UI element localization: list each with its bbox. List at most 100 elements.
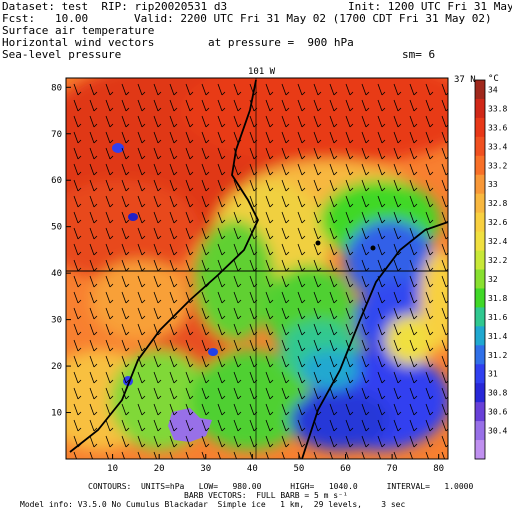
wind-barb: [361, 355, 370, 368]
wind-barb: [265, 387, 274, 400]
wind-barb: [441, 451, 445, 459]
wind-barb: [313, 83, 322, 96]
colorbar-label: 32.6: [488, 218, 507, 227]
wind-barb: [329, 323, 338, 336]
wind-barb: [185, 403, 194, 416]
wind-barb: [169, 291, 178, 304]
wind-barb: [185, 275, 194, 288]
wind-barb: [249, 131, 258, 144]
wind-barb: [233, 403, 242, 416]
wind-barb: [121, 115, 130, 128]
wind-barb: [73, 115, 82, 128]
wind-barb: [425, 195, 434, 208]
colorbar-swatch: [475, 250, 485, 270]
wind-barb: [409, 323, 418, 336]
wind-barb: [281, 163, 290, 176]
wind-barb: [409, 163, 418, 176]
y-tick-label: 50: [51, 223, 62, 233]
wind-barb: [169, 99, 178, 112]
wind-barb: [393, 83, 402, 96]
wind-barb: [185, 371, 194, 384]
wind-barb: [425, 435, 434, 448]
wind-barb: [89, 419, 98, 432]
wind-barb: [121, 179, 130, 192]
wind-barb: [377, 83, 386, 96]
field-sea-level-pressure: Sea-level pressure: [2, 48, 122, 61]
wind-barb: [329, 211, 338, 224]
wind-barb: [345, 291, 354, 304]
map-frame: [65, 77, 449, 460]
wind-barb: [329, 291, 338, 304]
wind-barb: [361, 419, 370, 432]
wind-barb: [217, 275, 226, 288]
wind-barb: [185, 227, 194, 240]
field-surface-air-temperature: Surface air temperature: [2, 24, 155, 37]
wind-barb: [201, 307, 210, 320]
wind-barb: [425, 403, 434, 416]
wind-barb: [313, 131, 322, 144]
wind-barb: [137, 387, 146, 400]
wind-barb: [313, 371, 322, 384]
wind-barb: [345, 275, 354, 288]
wind-barb: [329, 387, 338, 400]
colorbar-label: 30.8: [488, 389, 507, 398]
wind-barb: [297, 115, 306, 128]
wind-barb: [153, 83, 162, 96]
x-tick-label: 10: [107, 464, 118, 474]
wind-barb: [89, 147, 98, 160]
wind-barb: [89, 211, 98, 224]
wind-barb: [265, 339, 274, 352]
wind-barb: [169, 147, 178, 160]
wind-barb: [105, 371, 114, 384]
wind-barb: [217, 163, 226, 176]
wind-barb: [345, 211, 354, 224]
wind-barb: [297, 163, 306, 176]
wind-barb: [233, 435, 242, 448]
wind-barb: [73, 195, 82, 208]
wind-barb: [201, 131, 210, 144]
wind-barb: [73, 291, 82, 304]
wind-barb: [201, 403, 210, 416]
wind-barb: [329, 339, 338, 352]
colorbar-swatch: [475, 117, 485, 138]
wind-barb: [281, 275, 290, 288]
wind-barb: [249, 419, 258, 432]
wind-barb: [121, 451, 125, 459]
wind-barb: [377, 307, 386, 320]
wind-barb: [233, 323, 242, 336]
wind-barb: [137, 83, 146, 96]
wind-barb: [153, 291, 162, 304]
wind-barb: [377, 147, 386, 160]
wind-barb: [361, 435, 370, 448]
wind-barb: [153, 131, 162, 144]
wind-barb: [425, 275, 434, 288]
colorbar-label: 33.6: [488, 123, 507, 132]
wind-barb: [393, 195, 402, 208]
barb-info: BARB VECTORS: FULL BARB = 5 m s⁻¹: [184, 491, 348, 500]
wind-barb: [361, 99, 370, 112]
y-axis: 10 20 30 40 50 60 70 80: [51, 83, 71, 419]
wind-barb: [233, 451, 237, 459]
wind-barb: [393, 115, 402, 128]
wind-barb: [217, 387, 226, 400]
colorbar-swatch: [475, 136, 485, 157]
colorbar-swatch: [475, 364, 485, 384]
wind-barb: [409, 131, 418, 144]
wind-barb: [265, 131, 274, 144]
wind-barb: [201, 115, 210, 128]
wind-barb: [105, 291, 114, 304]
wind-barb: [233, 387, 242, 400]
wind-barb: [313, 195, 322, 208]
wind-barb: [249, 435, 258, 448]
wind-barb: [217, 371, 226, 384]
wind-barb: [153, 179, 162, 192]
colorbar-label: 32.8: [488, 199, 507, 208]
wind-barb: [281, 115, 290, 128]
wind-barb: [393, 387, 402, 400]
wind-barb: [409, 419, 418, 432]
wind-barb: [425, 323, 434, 336]
wind-barb: [377, 371, 386, 384]
wind-barb: [377, 195, 386, 208]
wind-barb: [73, 307, 82, 320]
wind-barb: [137, 211, 146, 224]
